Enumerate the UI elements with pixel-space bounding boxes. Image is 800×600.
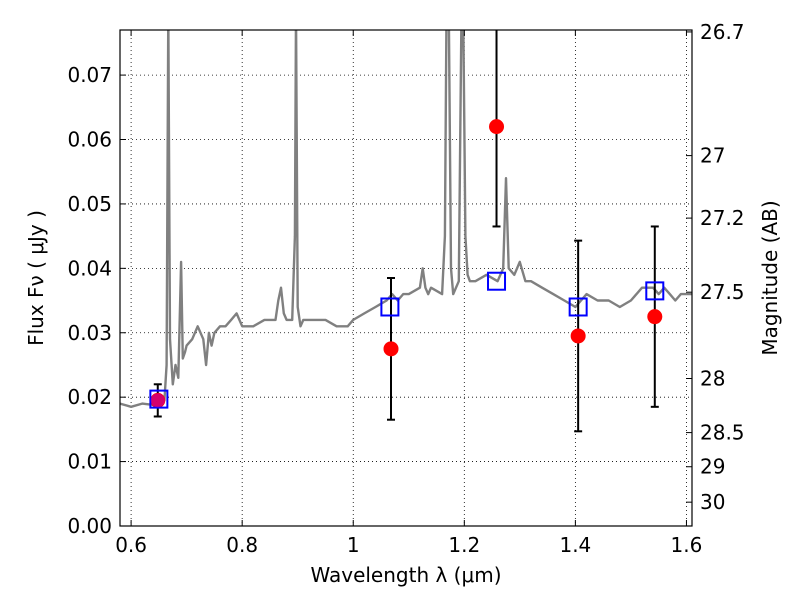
observed-point: [570, 328, 586, 344]
y-tick-label: 0.01: [67, 450, 112, 474]
magnitude-tick-label: 26.7: [700, 20, 745, 44]
y-tick-label: 0.02: [67, 385, 112, 409]
magnitude-tick-label: 30: [700, 490, 725, 514]
x-tick-label: 1.6: [671, 533, 703, 557]
magnitude-tick-label: 28.5: [700, 421, 745, 445]
spectrum-line: [120, 30, 692, 408]
model-square-point: [380, 297, 400, 317]
axes: 0.6 0.8 1 1.2 1.4 1.6 0.00 0.01 0.02 0.03 0.04 0.05…: [67, 20, 744, 557]
y-tick-label: 0.03: [67, 321, 112, 345]
y-tick-label: 0.06: [67, 128, 112, 152]
y-tick-label: 0.07: [67, 63, 112, 87]
magnitude-tick-label: 29: [700, 455, 725, 479]
magnitude-tick-label: 27.2: [700, 206, 745, 230]
model-square-point: [487, 271, 507, 291]
y-tick-label: 0.05: [67, 192, 112, 216]
x-tick-label: 1: [347, 533, 360, 557]
x-tick-label: 1.4: [559, 533, 591, 557]
magnitude-tick-label: 27.5: [700, 280, 745, 304]
plot-frame: [119, 29, 693, 527]
x-axis-label: Wavelength λ (μm): [310, 563, 501, 587]
x-tick-label: 1.2: [448, 533, 480, 557]
y-tick-label: 0.00: [67, 514, 112, 538]
observed-point: [647, 309, 663, 325]
observed-point: [489, 119, 505, 135]
model-square-point: [149, 389, 169, 409]
model-square-point: [568, 297, 588, 317]
plot-area: [120, 30, 692, 433]
model-square-point: [645, 281, 665, 301]
x-tick-label: 0.8: [226, 533, 258, 557]
observed-point: [383, 341, 399, 357]
y-axis-label: Flux Fν ( μJy ): [24, 210, 48, 346]
overlap-point: [150, 393, 165, 408]
y-tick-label: 0.04: [67, 256, 112, 280]
magnitude-tick-label: 28: [700, 366, 725, 390]
y-right-axis-label: Magnitude (AB): [758, 200, 782, 355]
magnitude-tick-label: 27: [700, 144, 725, 168]
x-tick-label: 0.6: [115, 533, 147, 557]
